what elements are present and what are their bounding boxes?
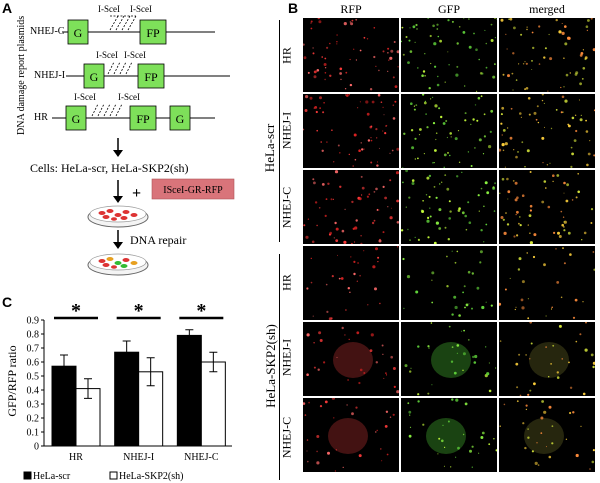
micrograph-image xyxy=(401,170,497,244)
svg-text:G: G xyxy=(72,112,81,126)
x-tick-label: HR xyxy=(69,452,83,463)
micrograph-image xyxy=(401,94,497,168)
micrograph-image xyxy=(499,246,595,320)
plasmids-side-label: DNA damage report plasmids xyxy=(16,16,27,135)
significance-star: * xyxy=(134,300,144,322)
error-bar xyxy=(185,329,194,342)
panel-b-microscopy: RFP GFP merged xyxy=(303,2,600,483)
petri-dish-before xyxy=(87,205,149,228)
svg-text:G: G xyxy=(176,112,185,126)
row-label: HR xyxy=(279,47,294,64)
micrograph-image xyxy=(303,18,399,92)
repair-text: DNA repair xyxy=(130,233,186,247)
panel-c-bar-chart: GFP/RFP ratio 0 0.1 0.2 0.3 0.4 0.5 0.6 0.7 0.8 0… xyxy=(5,300,232,482)
construct-label: HR xyxy=(34,112,48,123)
y-axis-label: GFP/RFP ratio xyxy=(5,345,19,416)
y-tick-label: 0.1 xyxy=(27,428,40,439)
y-tick-label: 0.2 xyxy=(27,414,40,425)
svg-text:I-SceI: I-SceI xyxy=(124,50,146,60)
legend-swatch-hela-scr xyxy=(23,471,32,480)
micrograph-image xyxy=(499,18,595,92)
panel-letter-a: A xyxy=(2,0,13,16)
y-tick-label: 0 xyxy=(34,442,39,453)
svg-text:I-SceI: I-SceI xyxy=(74,92,96,102)
y-tick-label: 0.6 xyxy=(27,358,40,369)
error-bar xyxy=(122,340,131,364)
construct-nhej-c: NHEJ-C G FP I-SceI I-SceI xyxy=(30,4,215,45)
legend-label-hela-skp2: HeLa-SKP2(sh) xyxy=(119,471,183,482)
svg-text:I-SceI: I-SceI xyxy=(118,92,140,102)
y-tick-label: 0.7 xyxy=(27,344,40,355)
micrograph-image xyxy=(499,94,595,168)
x-tick-label: NHEJ-I xyxy=(123,452,154,463)
svg-text:FP: FP xyxy=(144,70,158,84)
construct-label: NHEJ-I xyxy=(34,70,65,81)
legend-swatch-hela-skp2 xyxy=(109,471,118,480)
column-header-rfp: RFP xyxy=(340,2,362,16)
micrograph-image xyxy=(401,322,497,396)
y-tick-label: 0.4 xyxy=(27,386,40,397)
svg-text:FP: FP xyxy=(146,26,160,40)
fp-box xyxy=(139,19,167,45)
group-bracket-scr xyxy=(279,20,280,242)
micrograph-image xyxy=(303,94,399,168)
significance-star: * xyxy=(71,300,81,322)
bar-hr-hela-scr xyxy=(51,365,77,447)
construct-hr: HR G FP G I-SceI I-SceI xyxy=(34,92,215,131)
svg-text:I-SceI: I-SceI xyxy=(96,50,118,60)
micrograph-image xyxy=(303,170,399,244)
significance-star: * xyxy=(196,300,206,322)
panel-a-schematic: DNA damage report plasmids NHEJ-C G FP I… xyxy=(16,4,235,276)
panel-letter-b: B xyxy=(288,0,299,16)
construct-nhej-i: NHEJ-I G FP I-SceI I-SceI xyxy=(34,50,230,89)
svg-text:FP: FP xyxy=(136,112,150,126)
micrograph-image xyxy=(303,246,399,320)
y-tick-label: 0.9 xyxy=(27,316,40,327)
micrograph-image xyxy=(401,246,497,320)
error-bar xyxy=(209,351,218,373)
cells-text: Cells: HeLa-scr, HeLa-SKP2(sh) xyxy=(30,161,188,175)
y-tick-label: 0.8 xyxy=(27,330,40,341)
micrograph-image xyxy=(499,322,595,396)
svg-text:G: G xyxy=(74,26,83,40)
svg-text:+: + xyxy=(132,185,141,202)
micrograph-image xyxy=(401,398,497,472)
reagent-label: ISceI-GR-RFP xyxy=(163,185,223,196)
y-tick-label: 0.5 xyxy=(27,372,40,383)
column-header-merged: merged xyxy=(529,2,565,16)
group-bracket-skp2 xyxy=(279,254,280,480)
svg-text:G: G xyxy=(90,70,99,84)
construct-label: NHEJ-C xyxy=(30,26,65,37)
row-label: NHEJ-I xyxy=(279,111,294,150)
bar-nhej-c-hela-skp2 xyxy=(200,361,226,447)
svg-text:I-SceI: I-SceI xyxy=(130,4,152,14)
panel-letter-c: C xyxy=(2,294,13,310)
legend-label-hela-scr: HeLa-scr xyxy=(33,471,71,482)
reagent-box xyxy=(151,178,235,200)
micrograph-image xyxy=(303,398,399,472)
g-box xyxy=(67,19,89,45)
error-bar xyxy=(84,378,92,399)
error-bar xyxy=(60,354,68,378)
micrograph-image xyxy=(401,18,497,92)
micrograph-image xyxy=(499,398,595,472)
bar-nhej-c-hela-scr xyxy=(176,334,202,447)
bar-nhej-i-hela-scr xyxy=(114,351,140,447)
group-label-hela-scr: HeLa-scr xyxy=(262,123,277,173)
column-header-gfp: GFP xyxy=(437,2,460,16)
error-bar xyxy=(146,357,155,387)
micrograph-image xyxy=(303,322,399,396)
micrograph-image xyxy=(499,170,595,244)
x-tick-label: NHEJ-C xyxy=(184,452,219,463)
petri-dish-after xyxy=(87,253,149,276)
y-tick-label: 0.3 xyxy=(27,400,40,411)
svg-text:I-SceI: I-SceI xyxy=(98,4,120,14)
row-label: NHEJ-C xyxy=(279,186,294,229)
